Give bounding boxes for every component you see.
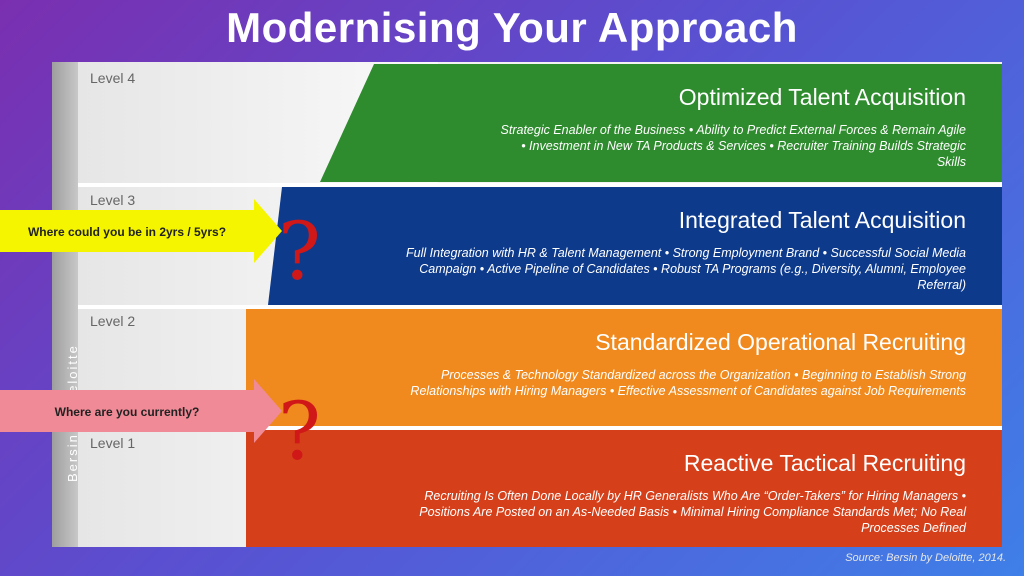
- level-1-title: Reactive Tactical Recruiting: [683, 450, 966, 476]
- level-3-band: Integrated Talent Acquisition Full Integ…: [268, 187, 1002, 305]
- source-citation: Source: Bersin by Deloitte, 2014.: [845, 552, 1006, 564]
- level-3-description: Full Integration with HR & Talent Manage…: [406, 246, 966, 292]
- level-1-band: Reactive Tactical Recruiting Recruiting …: [246, 430, 1002, 547]
- arrow-shape: [0, 199, 282, 263]
- slide-title: Modernising Your Approach: [226, 4, 798, 51]
- level-1-label: Level 1: [90, 435, 136, 451]
- level-2-label: Level 2: [90, 313, 136, 329]
- level-3-label: Level 3: [90, 192, 136, 208]
- arrow-shape: [0, 379, 282, 443]
- current-callout-text: Where are you currently?: [54, 404, 200, 419]
- question-mark-icon: ?: [278, 205, 321, 298]
- level-4-band: Optimized Talent Acquisition Strategic E…: [320, 64, 1002, 182]
- level-2-band: Standardized Operational Recruiting Proc…: [246, 309, 1002, 427]
- divider: [78, 183, 1002, 187]
- future-callout-text: Where could you be in 2yrs / 5yrs?: [27, 224, 227, 239]
- current-callout-arrow: Where are you currently?: [0, 379, 282, 443]
- level-2-title: Standardized Operational Recruiting: [595, 329, 966, 355]
- level-2-description: Processes & Technology Standardized acro…: [410, 368, 966, 398]
- future-callout-arrow: Where could you be in 2yrs / 5yrs?: [0, 199, 282, 263]
- level-4-label: Level 4: [90, 70, 136, 86]
- level-3-title: Integrated Talent Acquisition: [678, 207, 966, 233]
- level-4-description: Strategic Enabler of the Business • Abil…: [500, 123, 966, 169]
- divider: [78, 426, 1002, 430]
- divider: [78, 305, 1002, 309]
- level-4-title: Optimized Talent Acquisition: [678, 84, 966, 110]
- sidebar-strip: Bersin by Deloitte: [52, 62, 80, 547]
- question-mark-icon: ?: [278, 385, 321, 478]
- level-1-description: Recruiting Is Often Done Locally by HR G…: [419, 489, 966, 535]
- maturity-model-figure: Bersin by Deloitte Level 4 Optimized Tal…: [52, 62, 1002, 547]
